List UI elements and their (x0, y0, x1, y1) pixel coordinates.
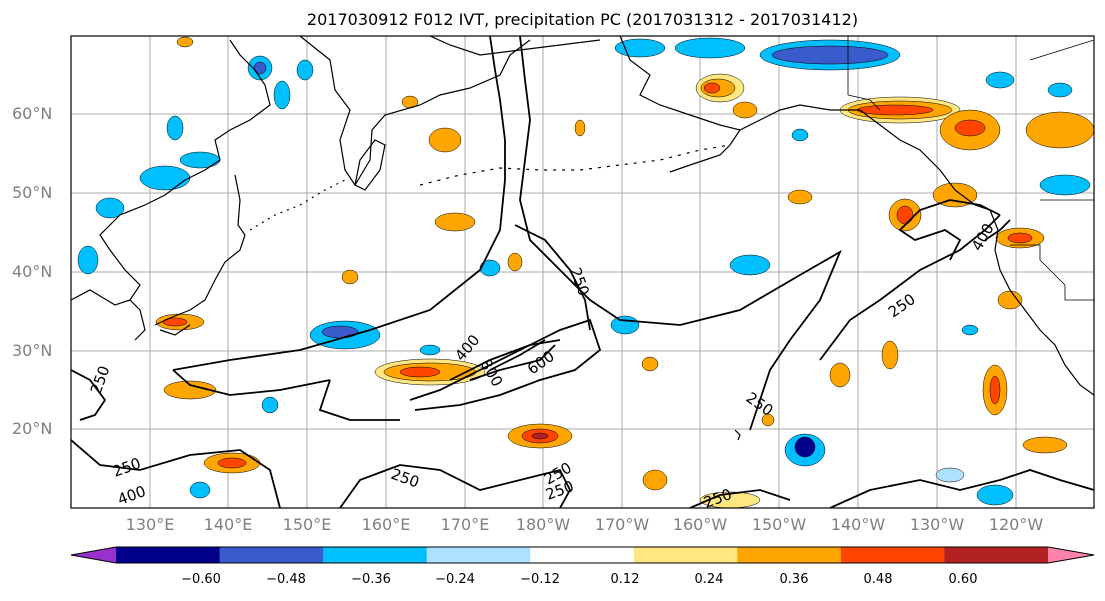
lon-label: 180°W (515, 515, 571, 534)
colorbar-tick-label: −0.60 (181, 572, 221, 587)
colorbar-segment (530, 547, 635, 563)
colorbar-segment (323, 547, 428, 563)
lat-label: 20°N (12, 419, 53, 438)
lon-label: 140°E (203, 515, 253, 534)
colorbar-segment (219, 547, 324, 563)
lon-label: 140°W (830, 515, 886, 534)
map-title: 2017030912 F012 IVT, precipitation PC (2… (306, 10, 859, 29)
lon-label: 150°W (751, 515, 807, 534)
colorbar-tick-label: 0.48 (863, 572, 893, 587)
colorbar-segment (840, 547, 945, 563)
borders (847, 36, 1094, 301)
colorbar-outline (70, 546, 1095, 564)
lon-label: 170°E (440, 515, 490, 534)
colorbar (70, 546, 1095, 564)
lon-label: 170°W (594, 515, 650, 534)
lon-label: 160°W (672, 515, 728, 534)
colorbar-segment (737, 547, 842, 563)
colorbar-tick-label: 0.36 (779, 572, 809, 587)
colorbar-segment (944, 547, 1049, 563)
colorbar-tick-label: −0.48 (266, 572, 306, 587)
colorbar-tick-label: 0.24 (694, 572, 724, 587)
colorbar-tick-label: −0.36 (351, 572, 391, 587)
lon-label: 120°W (988, 515, 1044, 534)
lat-label: 60°N (12, 104, 53, 123)
colorbar-segment (426, 547, 531, 563)
colorbar-tick-label: −0.12 (520, 572, 560, 587)
ivt-contours (71, 36, 1094, 508)
colorbar-tick-label: −0.24 (435, 572, 475, 587)
lon-label: 160°E (361, 515, 411, 534)
colorbar-segment (633, 547, 738, 563)
colorbar-extend-min (71, 547, 116, 563)
precip-positive-areas (155, 36, 1094, 508)
lon-label: 150°E (282, 515, 332, 534)
colorbar-segment (116, 547, 221, 563)
colorbar-extend-max (1048, 547, 1094, 563)
lat-label: 50°N (12, 183, 53, 202)
lat-label: 30°N (12, 341, 53, 360)
lat-label: 40°N (12, 262, 53, 281)
lon-label: 130°E (125, 515, 175, 534)
map-frame (70, 35, 1095, 509)
coastlines (71, 36, 1094, 441)
colorbar-tick-label: 0.12 (610, 572, 640, 587)
colorbar-tick-label: 0.60 (948, 572, 978, 587)
lon-label: 130°W (909, 515, 965, 534)
